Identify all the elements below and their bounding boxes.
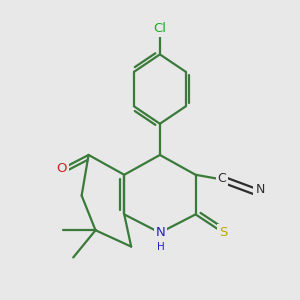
Text: C: C [218, 172, 226, 185]
Text: H: H [157, 242, 164, 252]
Text: S: S [219, 226, 227, 239]
Text: N: N [155, 226, 165, 239]
Text: Cl: Cl [153, 22, 167, 35]
Text: O: O [57, 162, 67, 175]
Text: N: N [255, 183, 265, 196]
